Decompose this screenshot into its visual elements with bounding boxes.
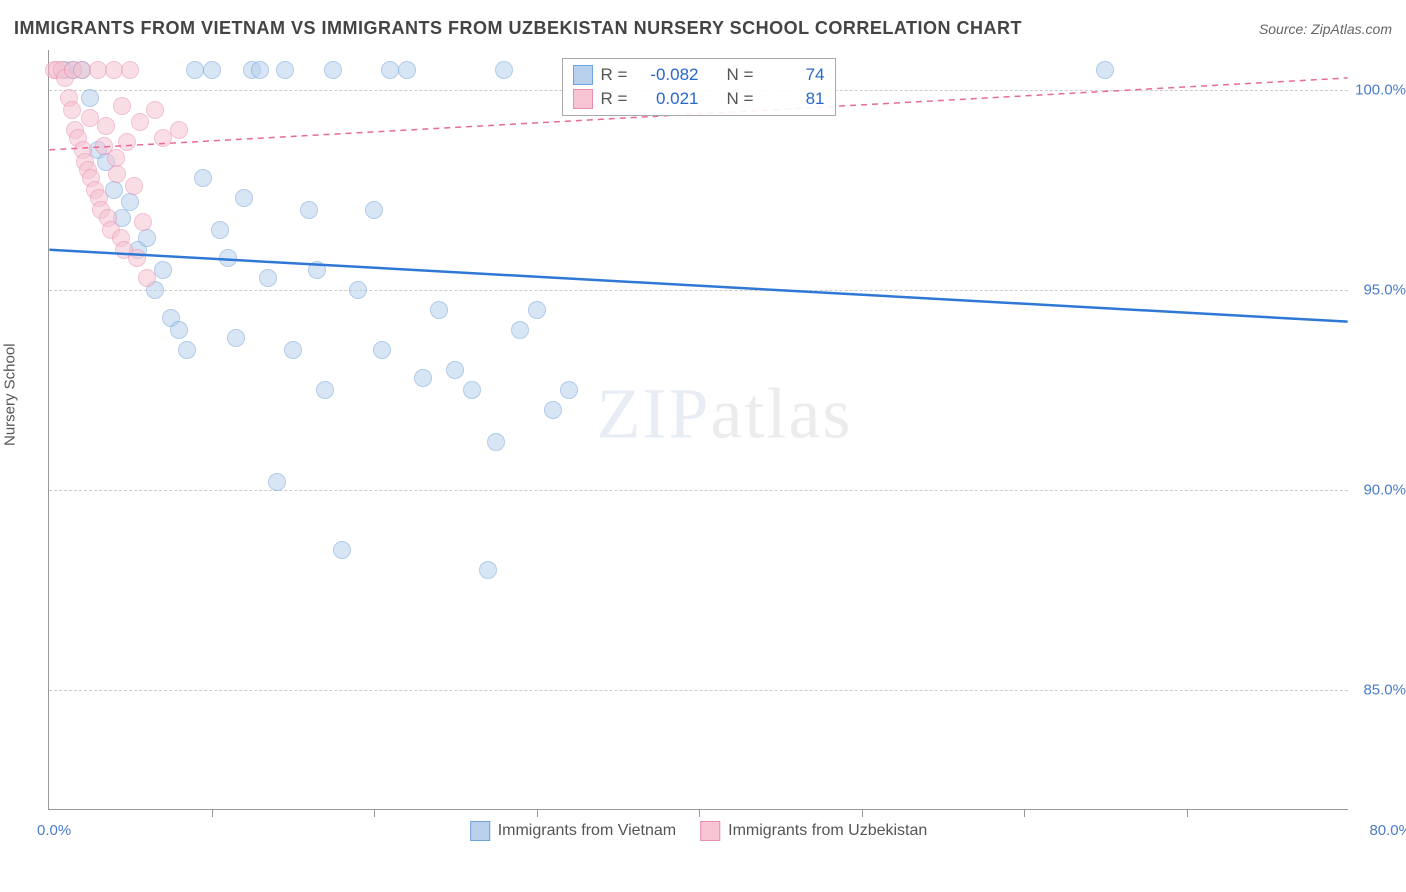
r-label: R = (601, 89, 631, 109)
data-point (268, 473, 286, 491)
data-point (170, 321, 188, 339)
data-point (528, 301, 546, 319)
x-tick (374, 809, 375, 817)
r-label: R = (601, 65, 631, 85)
r-value-series1: -0.082 (639, 65, 699, 85)
data-point (276, 61, 294, 79)
legend: Immigrants from Vietnam Immigrants from … (470, 821, 928, 841)
r-value-series2: 0.021 (639, 89, 699, 109)
data-point (128, 249, 146, 267)
data-point (154, 261, 172, 279)
data-point (138, 269, 156, 287)
legend-swatch-series2 (700, 821, 720, 841)
gridline-h (49, 690, 1348, 691)
y-tick-label: 95.0% (1363, 282, 1406, 299)
swatch-series2 (573, 89, 593, 109)
data-point (154, 129, 172, 147)
trend-lines (49, 50, 1348, 809)
data-point (178, 341, 196, 359)
data-point (463, 381, 481, 399)
y-tick-label: 85.0% (1363, 682, 1406, 699)
data-point (1096, 61, 1114, 79)
data-point (251, 61, 269, 79)
source-label: Source: ZipAtlas.com (1259, 21, 1392, 37)
data-point (479, 561, 497, 579)
x-tick (862, 809, 863, 817)
data-point (113, 97, 131, 115)
x-tick (537, 809, 538, 817)
title-bar: IMMIGRANTS FROM VIETNAM VS IMMIGRANTS FR… (14, 18, 1392, 39)
watermark-thin: atlas (710, 374, 852, 454)
data-point (170, 121, 188, 139)
watermark: ZIPatlas (596, 373, 852, 456)
data-point (259, 269, 277, 287)
swatch-series1 (573, 65, 593, 85)
y-axis-label: Nursery School (2, 343, 19, 446)
data-point (495, 61, 513, 79)
x-tick (212, 809, 213, 817)
data-point (146, 101, 164, 119)
data-point (81, 89, 99, 107)
watermark-bold: ZIP (596, 374, 710, 454)
data-point (300, 201, 318, 219)
plot-area: ZIPatlas 85.0%90.0%95.0%100.0% 0.0% 80.0… (48, 50, 1348, 810)
x-tick-label-max: 80.0% (1369, 822, 1406, 839)
data-point (544, 401, 562, 419)
data-point (373, 341, 391, 359)
x-tick-label-min: 0.0% (37, 822, 71, 839)
data-point (134, 213, 152, 231)
data-point (333, 541, 351, 559)
correlation-stats-box: R = -0.082 N = 74 R = 0.021 N = 81 (562, 58, 836, 116)
data-point (316, 381, 334, 399)
n-value-series2: 81 (765, 89, 825, 109)
data-point (430, 301, 448, 319)
data-point (211, 221, 229, 239)
x-tick (1024, 809, 1025, 817)
legend-label-series2: Immigrants from Uzbekistan (728, 822, 927, 840)
data-point (121, 193, 139, 211)
data-point (118, 133, 136, 151)
gridline-h (49, 490, 1348, 491)
data-point (365, 201, 383, 219)
legend-swatch-series1 (470, 821, 490, 841)
data-point (125, 177, 143, 195)
data-point (219, 249, 237, 267)
n-value-series1: 74 (765, 65, 825, 85)
y-tick-label: 100.0% (1355, 82, 1406, 99)
data-point (131, 113, 149, 131)
stats-row-series2: R = 0.021 N = 81 (573, 87, 825, 111)
data-point (203, 61, 221, 79)
legend-item-series2: Immigrants from Uzbekistan (700, 821, 927, 841)
data-point (324, 61, 342, 79)
data-point (235, 189, 253, 207)
data-point (108, 165, 126, 183)
data-point (446, 361, 464, 379)
data-point (138, 229, 156, 247)
data-point (97, 117, 115, 135)
legend-item-series1: Immigrants from Vietnam (470, 821, 676, 841)
gridline-h (49, 290, 1348, 291)
trend-line (49, 250, 1347, 322)
data-point (63, 101, 81, 119)
data-point (284, 341, 302, 359)
data-point (414, 369, 432, 387)
x-tick (699, 809, 700, 817)
data-point (511, 321, 529, 339)
data-point (487, 433, 505, 451)
n-label: N = (727, 65, 757, 85)
data-point (349, 281, 367, 299)
stats-row-series1: R = -0.082 N = 74 (573, 63, 825, 87)
y-tick-label: 90.0% (1363, 482, 1406, 499)
x-tick (1187, 809, 1188, 817)
data-point (121, 61, 139, 79)
data-point (398, 61, 416, 79)
data-point (560, 381, 578, 399)
legend-label-series1: Immigrants from Vietnam (498, 822, 676, 840)
data-point (227, 329, 245, 347)
data-point (308, 261, 326, 279)
n-label: N = (727, 89, 757, 109)
data-point (194, 169, 212, 187)
chart-title: IMMIGRANTS FROM VIETNAM VS IMMIGRANTS FR… (14, 18, 1022, 39)
